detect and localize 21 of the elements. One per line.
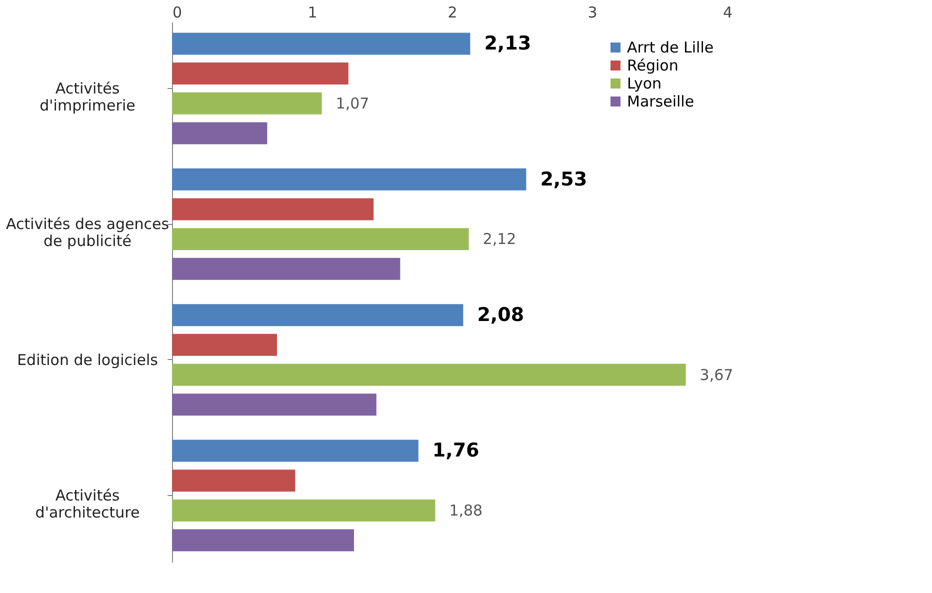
legend-label: Lyon: [627, 74, 662, 92]
y-tick-label: Activités d'architecture: [35, 486, 140, 522]
data-label: 2,13: [484, 32, 532, 55]
data-label: 3,67: [700, 366, 734, 384]
x-tick-label: 0: [172, 4, 182, 22]
y-tick-label: Activités des agences de publicité: [6, 215, 170, 250]
y-tick-label: Edition de logiciels: [17, 350, 158, 369]
legend-label: Marseille: [627, 92, 694, 110]
x-tick-label: 3: [588, 4, 598, 22]
data-label: 1,88: [449, 501, 483, 520]
data-label: 1,07: [336, 94, 370, 112]
legend-label: Arrt de Lille: [627, 38, 714, 56]
x-tick-label: 4: [722, 4, 732, 22]
x-tick-label: 1: [308, 4, 318, 22]
x-tick-label: 2: [448, 4, 458, 22]
y-tick-label: Activités d'imprimerie: [40, 79, 136, 114]
data-label: 1,76: [432, 440, 480, 462]
data-label: 2,53: [540, 168, 588, 190]
data-label: 2,12: [482, 230, 516, 248]
legend-label: Région: [627, 56, 678, 74]
data-label: 2,08: [477, 304, 524, 326]
